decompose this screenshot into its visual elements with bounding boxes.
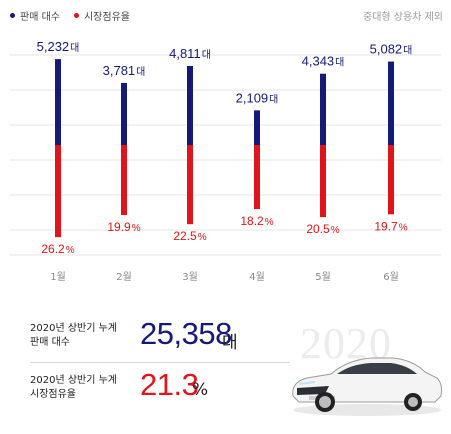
sales-bar [121, 82, 127, 145]
share-data-label: 18.2% [240, 214, 273, 228]
share-data-label: 20.5% [306, 222, 339, 236]
month-tick-label: 3월 [182, 271, 198, 283]
share-bar [320, 145, 326, 218]
share-data-label: 26.2% [41, 242, 74, 256]
share-bar [388, 145, 394, 215]
legend-label-sales: 판매 대수 [20, 12, 60, 23]
share-summary-line1: 2020년 상반기 누계 [30, 375, 118, 386]
legend-dot-share-icon [73, 13, 79, 18]
legend-item-share: 시장점유율 [73, 8, 130, 23]
share-summary-line2: 시장점유율 [30, 389, 76, 400]
share-total-value: 21.3 [140, 367, 199, 402]
sales-bar [254, 110, 260, 145]
share-total-unit: % [192, 380, 209, 400]
share-data-label: 19.7% [374, 219, 407, 233]
chart-legend: 판매 대수 시장점유율 [10, 8, 130, 23]
sales-data-label: 5,082대 [370, 42, 413, 57]
month-tick-label: 5월 [315, 271, 331, 283]
share-data-label: 19.9% [107, 220, 140, 234]
summary-divider [30, 362, 290, 363]
sales-data-label: 4,811대 [169, 46, 211, 61]
legend-item-sales: 판매 대수 [10, 8, 60, 23]
legend-dot-sales-icon [10, 13, 15, 18]
share-data-label: 22.5% [173, 229, 206, 243]
month-tick-label: 4월 [249, 271, 265, 283]
chart-note: 중대형 상용차 제외 [363, 12, 443, 23]
share-summary-label: 2020년 상반기 누계 시장점유율 [30, 374, 117, 402]
month-tick-label: 2월 [116, 271, 132, 283]
share-bar [254, 145, 260, 210]
sales-total-unit: 대 [222, 333, 238, 353]
sales-data-label: 3,781대 [103, 63, 146, 78]
share-bar [187, 145, 193, 225]
share-bar [121, 145, 127, 216]
sales-total-value: 25,358 [140, 316, 232, 351]
sales-bar [320, 73, 326, 145]
sales-bar [55, 59, 61, 145]
sales-summary-label: 2020년 상반기 누계 판매 대수 [30, 322, 117, 350]
sales-summary-line2: 판매 대수 [30, 337, 70, 348]
monthly-chart: 5,232대 26.2% 1월 3,781대 19.9% 2월 4,811대 22.5% 3월 2… [10, 39, 441, 283]
share-bar [55, 145, 61, 238]
month-tick-label: 1월 [50, 271, 66, 283]
legend-label-share: 시장점유율 [83, 12, 130, 23]
sales-data-label: 5,232대 [37, 39, 80, 54]
sales-bar [388, 61, 394, 145]
sales-data-label: 2,109대 [236, 90, 279, 105]
month-tick-label: 6월 [383, 271, 399, 283]
car-image [292, 357, 442, 416]
sales-summary-line1: 2020년 상반기 누계 [30, 323, 118, 334]
sales-data-label: 4,343대 [302, 54, 345, 69]
sales-bar [187, 66, 193, 145]
